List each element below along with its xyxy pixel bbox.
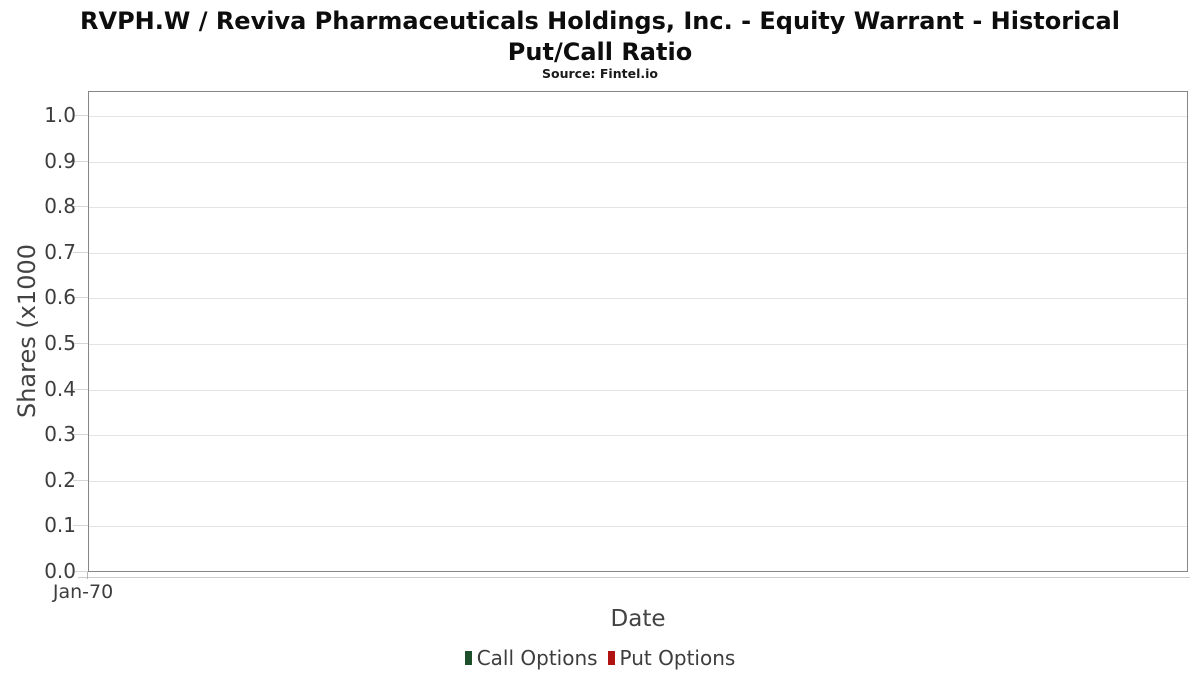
y-tick-label: 0.6 — [44, 285, 76, 309]
y-tick-mark — [73, 389, 88, 390]
chart-subtitle: Source: Fintel.io — [542, 66, 658, 81]
chart-title-line-1: RVPH.W / Reviva Pharmaceuticals Holdings… — [80, 7, 1120, 35]
y-gridline — [89, 298, 1187, 299]
y-gridline — [89, 253, 1187, 254]
y-tick-mark — [73, 434, 88, 435]
y-tick-label: 0.3 — [44, 422, 76, 446]
y-tick-mark — [73, 115, 88, 116]
y-tick-label: 0.8 — [44, 194, 76, 218]
y-tick-mark — [73, 206, 88, 207]
legend-swatch-icon — [607, 651, 615, 665]
y-tick-label: 0.7 — [44, 240, 76, 264]
chart-title: RVPH.W / Reviva Pharmaceuticals Holdings… — [0, 6, 1200, 68]
y-gridline — [89, 344, 1187, 345]
y-tick-mark — [73, 525, 88, 526]
x-axis-line — [78, 577, 1190, 578]
y-tick-mark — [73, 343, 88, 344]
y-tick-label: 0.5 — [44, 331, 76, 355]
y-tick-label: 0.9 — [44, 149, 76, 173]
y-tick-mark — [73, 161, 88, 162]
y-tick-mark — [73, 297, 88, 298]
y-tick-label: 1.0 — [44, 103, 76, 127]
y-gridline — [89, 435, 1187, 436]
y-tick-mark — [73, 571, 88, 572]
y-tick-label: 0.0 — [44, 559, 76, 583]
x-tick-mark — [87, 572, 88, 579]
y-tick-mark — [73, 252, 88, 253]
plot-area — [88, 91, 1188, 572]
y-tick-label: 0.2 — [44, 468, 76, 492]
legend-item: Put Options — [607, 646, 736, 670]
chart-title-line-2: Put/Call Ratio — [507, 38, 693, 66]
y-gridline — [89, 481, 1187, 482]
y-tick-label: 0.1 — [44, 513, 76, 537]
y-gridline — [89, 116, 1187, 117]
legend-item-label: Put Options — [619, 646, 736, 670]
legend-item-label: Call Options — [476, 646, 598, 670]
x-axis-title: Date — [610, 606, 666, 632]
y-gridline — [89, 526, 1187, 527]
y-gridline — [89, 390, 1187, 391]
legend-swatch-icon — [464, 651, 472, 665]
y-gridline — [89, 207, 1187, 208]
x-axis-tick-label: Jan-70 — [52, 581, 114, 603]
y-gridline — [89, 162, 1187, 163]
legend: Call Options Put Options — [0, 646, 1200, 670]
y-tick-label: 0.4 — [44, 377, 76, 401]
legend-item: Call Options — [464, 646, 598, 670]
y-tick-mark — [73, 480, 88, 481]
